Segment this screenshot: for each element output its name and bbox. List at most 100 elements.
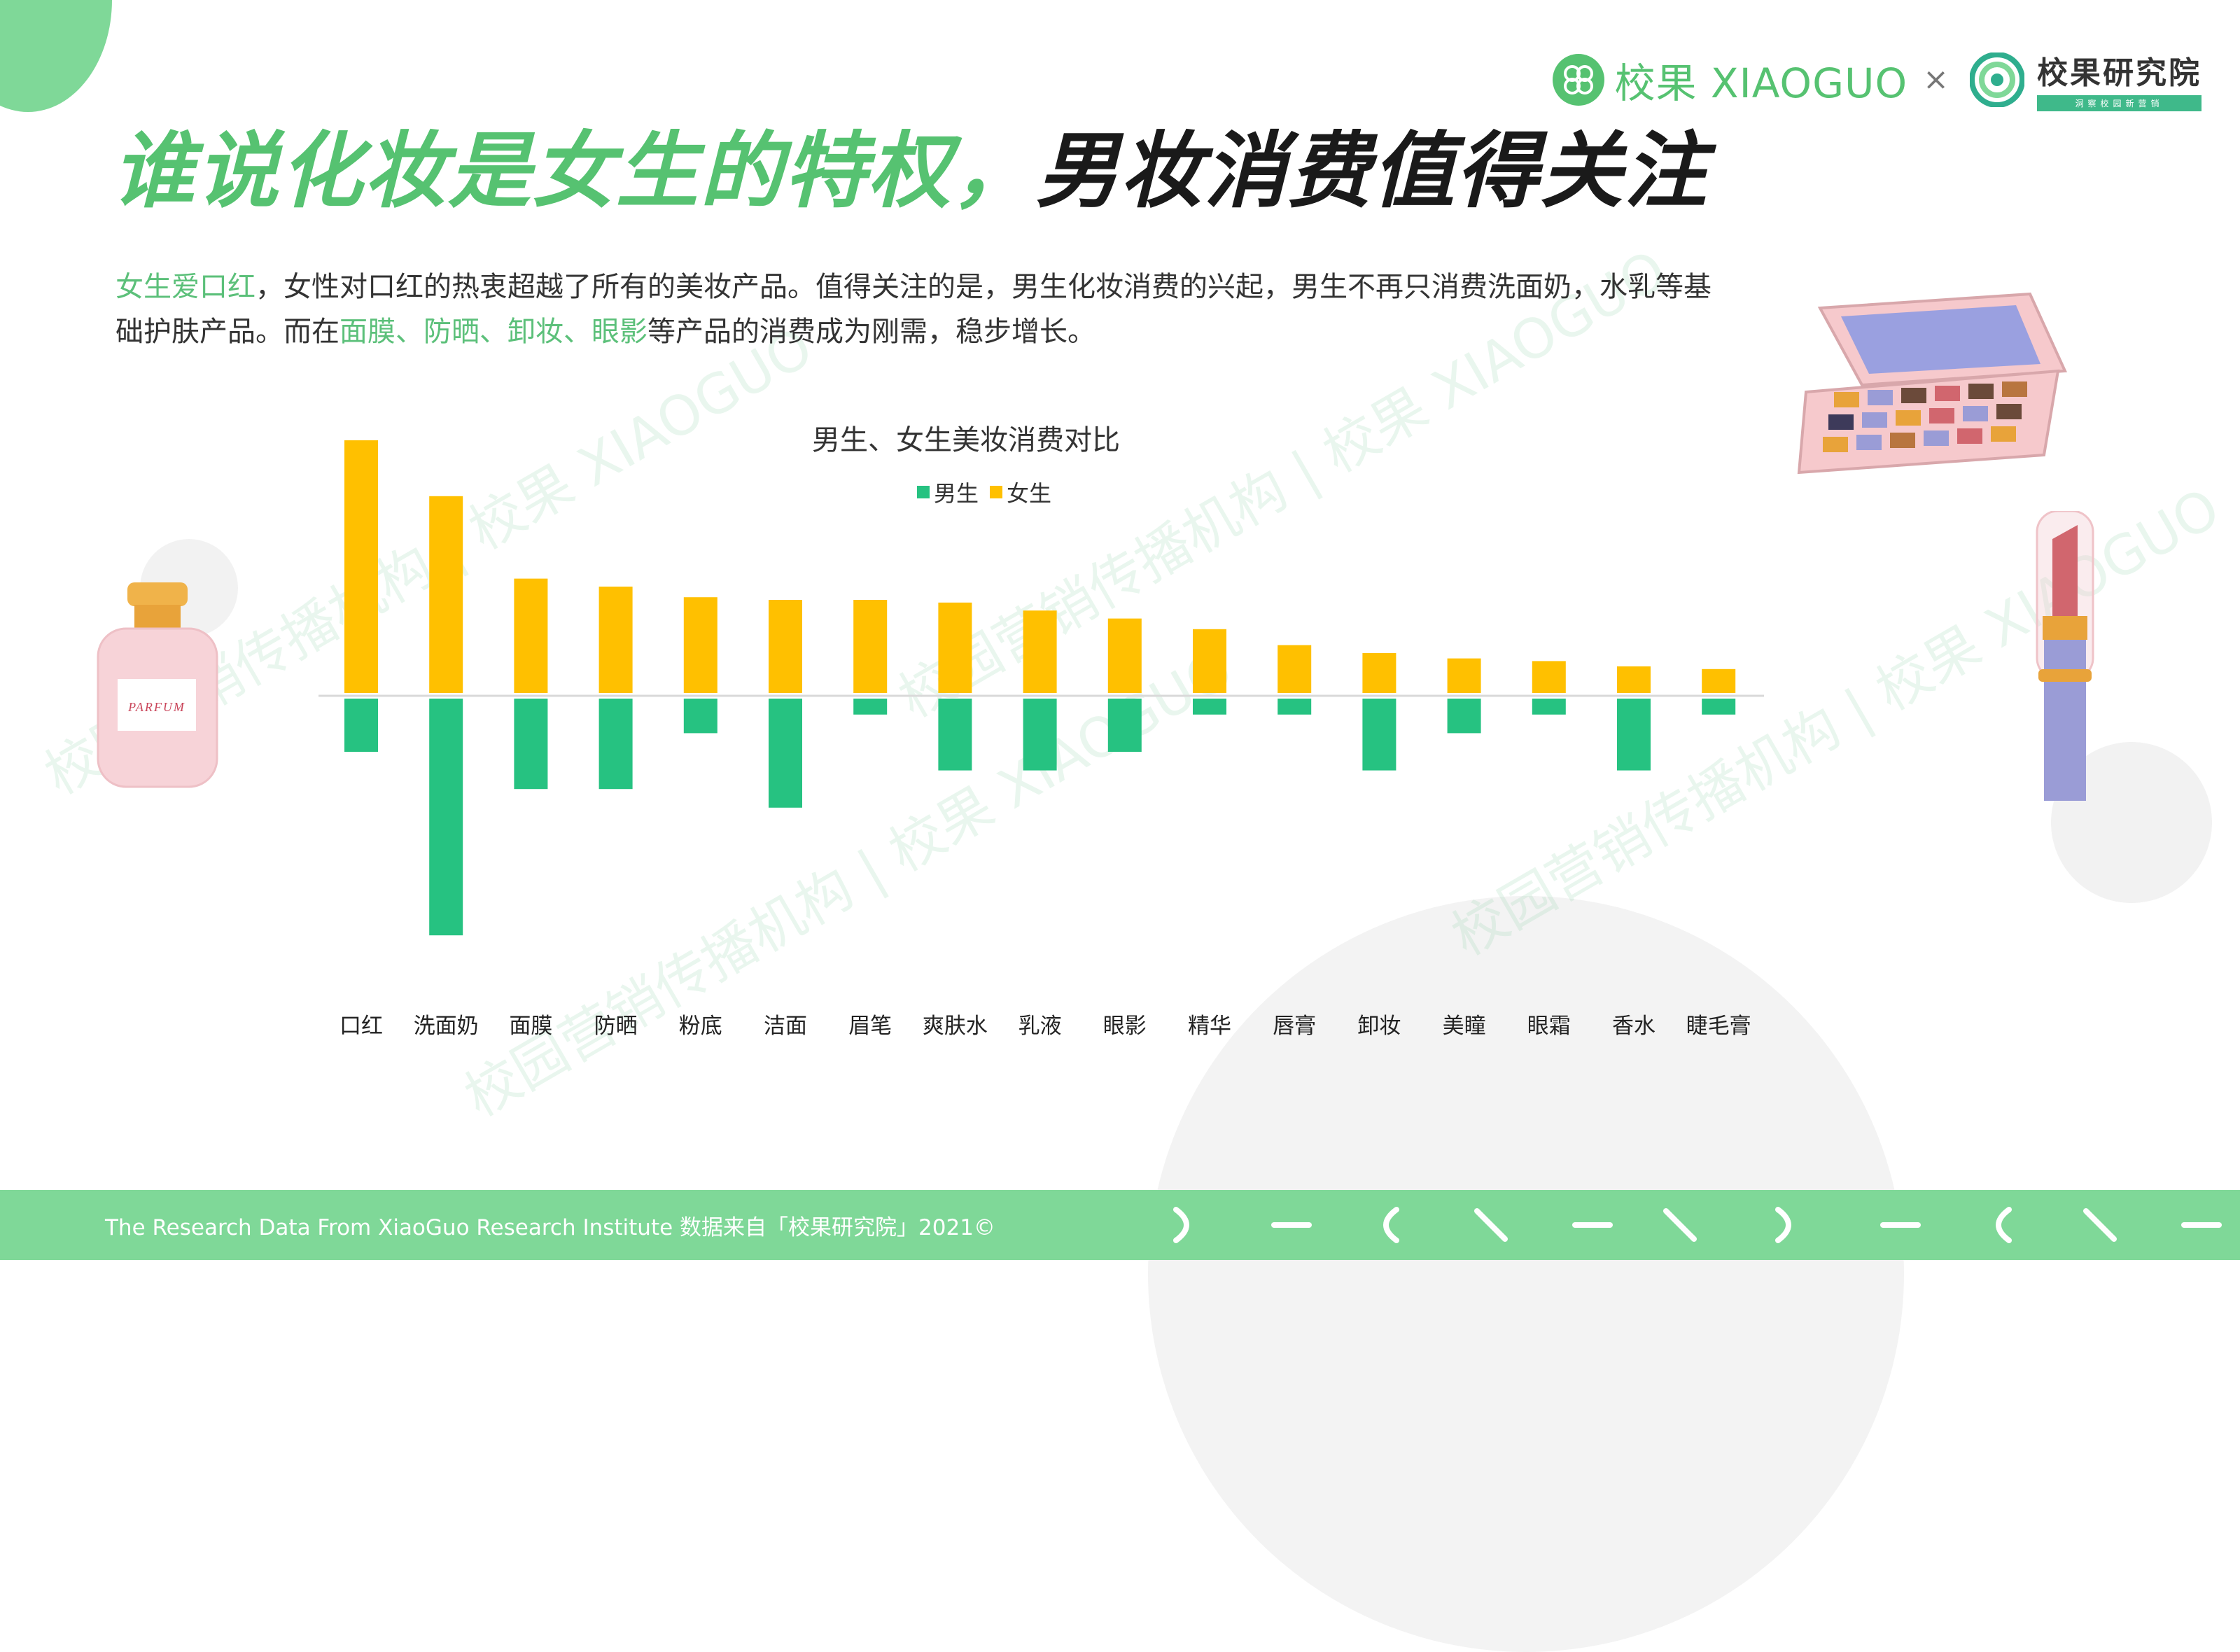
page-title-dark: 男妆消费值得关注 [1036,122,1709,219]
x-tick-label: 面膜 [509,1014,552,1039]
institute-name: 校果研究院 [2037,55,2202,91]
x-tick-label: 香水 [1612,1014,1656,1039]
bar-female [1702,668,1736,693]
eyeshadow-pan [1901,388,1926,403]
x-tick-label: 口红 [340,1014,383,1039]
bar-female [514,578,548,693]
bar-female [344,440,378,693]
eyeshadow-palette-icon [1797,292,2068,475]
chart-title: 男生、女生美妆消费对比 [812,424,1120,456]
bar-male [429,699,463,936]
bar-male [1193,699,1226,715]
bar-female [683,597,718,693]
bar-male [344,699,378,752]
bar-female [1447,658,1481,693]
bar-female [1617,666,1651,693]
eyeshadow-pan [1935,386,1960,401]
lipstick-icon [2036,511,2094,801]
bar-female [1107,618,1142,693]
palette-pans [1823,382,2027,452]
footer-decoration [1173,1207,2222,1243]
bar-male [598,699,633,790]
perfume-label: PARFUM [127,700,186,714]
bar-male [1532,699,1566,715]
x-tick-label: 卸妆 [1357,1014,1401,1039]
x-tick-label: 眼霜 [1527,1014,1571,1039]
bar-female [1362,653,1396,693]
x-tick-label: 爽肤水 [923,1014,988,1039]
x-tick-label: 乳液 [1018,1014,1062,1039]
eyeshadow-pan [1996,404,2022,419]
eyeshadow-pan [1828,414,1854,430]
bar-female [1532,661,1566,693]
eyeshadow-pan [1862,412,1887,428]
bar-female [429,496,463,693]
x-tick-label: 粉底 [679,1014,722,1039]
legend-item-male: 男生 [917,476,979,508]
bar-male [1107,699,1142,752]
bar-male [1617,699,1651,771]
bar-male [853,699,888,715]
page-title-green: 谁说化妆是女生的特权， [112,122,1037,219]
x-tick-label: 精华 [1188,1014,1231,1039]
bar-male [1447,699,1481,734]
chart-legend: 男生 女生 [917,476,1063,508]
intro-text: ，女性对口红的热衷超越了所有的美妆产品。值得关注的是，男生化妆消费的兴起，男生不… [115,271,1712,348]
page-title: 谁说化妆是女生的特权，男妆消费值得关注 [112,104,1708,223]
footer-bar: The Research Data From XiaoGuo Research … [0,1190,2240,1260]
bar-male [1278,699,1312,715]
x-tick-label: 眉笔 [848,1014,892,1039]
eyeshadow-pan [1924,430,1949,446]
bar-male [769,699,802,808]
bar-female [1023,610,1057,693]
eyeshadow-pan [1957,428,1982,444]
eyeshadow-pan [1868,390,1893,405]
eyeshadow-pan [1896,410,1921,426]
perfume-bottle-icon: PARFUM [97,582,218,788]
eyeshadow-pan [1991,426,2016,442]
legend-swatch-female [990,486,1003,498]
bar-male [1023,699,1057,771]
x-tick-label: 唇膏 [1273,1014,1316,1039]
intro-highlight: 女生爱口红 [115,271,255,303]
x-tick-label: 洗面奶 [414,1014,479,1039]
x-tick-label: 洁面 [764,1014,807,1039]
eyeshadow-pan [1890,433,1915,448]
bar-male [683,699,718,734]
x-tick-label: 眼影 [1103,1014,1147,1039]
x-tick-label: 睫毛膏 [1686,1014,1751,1039]
bar-female [853,600,888,693]
intro-highlight: 面膜、防晒、卸妆、眼影 [340,316,648,348]
times-sign: × [1923,62,1949,97]
bar-male [1362,699,1396,771]
intro-paragraph: 女生爱口红，女性对口红的热衷超越了所有的美妆产品。值得关注的是，男生化妆消费的兴… [115,265,1726,354]
institute-tag: 洞察校园新营销 [2037,95,2202,111]
eyeshadow-pan [1856,435,1882,450]
logo-area: 校果 XIAOGUO × 校果研究院 洞察校园新营销 [1553,48,2202,111]
bar-female [598,587,633,693]
eyeshadow-pan [1823,437,1848,452]
eyeshadow-pan [1963,406,1988,421]
eyeshadow-pan [2002,382,2027,397]
bar-female [1193,629,1226,693]
legend-swatch-male [917,486,930,498]
bar-female [769,600,802,693]
legend-label-male: 男生 [934,480,979,507]
x-tick-label: 防晒 [594,1014,638,1039]
bar-male [938,699,972,771]
x-tick-label: 美瞳 [1443,1014,1486,1039]
eyeshadow-pan [1968,384,1994,399]
legend-item-female: 女生 [990,476,1051,508]
eyeshadow-pan [1834,392,1859,407]
eyeshadow-pan [1929,408,1954,424]
bar-male [514,699,548,790]
footer-text: The Research Data From XiaoGuo Research … [105,1215,995,1240]
xiaoguo-logo-icon [1553,53,1605,106]
brand-name: 校果 XIAOGUO [1614,59,1908,107]
bar-chart: 口红 洗面奶 面膜 防晒 粉底 洁面 眉笔 爽肤水 乳液 眼影 精华 唇膏 卸妆 美瞳 眼霜 香水 睫毛膏 [318,440,1764,1039]
intro-text: 等产品的消费成为刚需，稳步增长。 [648,316,1096,348]
institute-logo-icon [1970,52,2024,107]
legend-label-female: 女生 [1007,480,1052,507]
bar-male [1702,699,1736,715]
bar-female [1278,645,1312,693]
